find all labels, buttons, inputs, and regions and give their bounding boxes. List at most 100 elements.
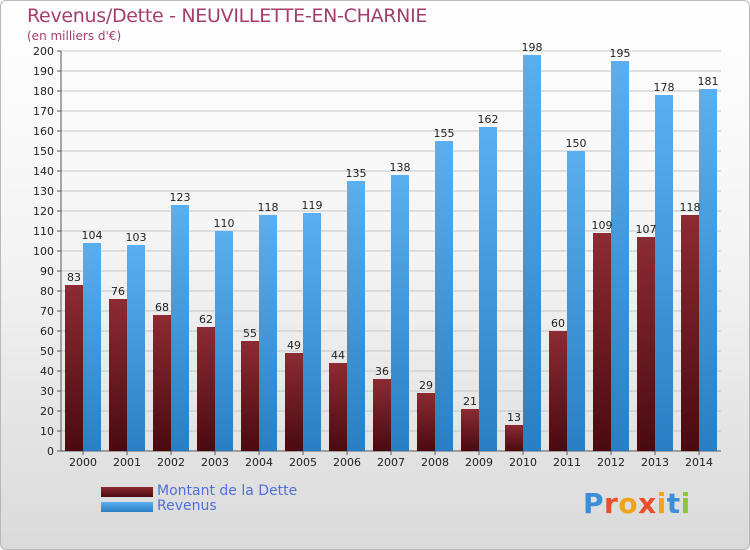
y-tick-label: 0	[47, 445, 54, 458]
bar-revenus	[391, 175, 409, 451]
y-tick-label: 50	[40, 345, 54, 358]
data-label-dette: 49	[287, 339, 301, 352]
x-tick-label: 2009	[465, 456, 493, 469]
data-label-revenus: 123	[170, 191, 191, 204]
legend-swatch-dette	[101, 487, 153, 497]
data-label-dette: 55	[243, 327, 257, 340]
bar-revenus	[215, 231, 233, 451]
y-tick-label: 10	[40, 425, 54, 438]
x-tick-label: 2005	[289, 456, 317, 469]
data-label-revenus: 103	[126, 231, 147, 244]
x-tick-label: 2014	[685, 456, 713, 469]
bar-dette	[549, 331, 567, 451]
y-tick-label: 40	[40, 365, 54, 378]
chart-subtitle: (en milliers d'€)	[27, 29, 122, 43]
y-tick-label: 80	[40, 285, 54, 298]
data-label-dette: 76	[111, 285, 125, 298]
y-tick-label: 90	[40, 265, 54, 278]
data-label-revenus: 198	[522, 41, 543, 54]
bar-dette	[637, 237, 655, 451]
data-label-revenus: 155	[434, 127, 455, 140]
y-tick-label: 190	[33, 65, 54, 78]
bar-dette	[461, 409, 479, 451]
x-tick-label: 2012	[597, 456, 625, 469]
y-tick-label: 100	[33, 245, 54, 258]
y-tick-label: 200	[33, 45, 54, 58]
data-label-revenus: 178	[654, 81, 675, 94]
bar-revenus	[435, 141, 453, 451]
x-tick-label: 2006	[333, 456, 361, 469]
bar-revenus	[611, 61, 629, 451]
bar-revenus	[479, 127, 497, 451]
y-tick-label: 120	[33, 205, 54, 218]
bar-revenus	[83, 243, 101, 451]
legend-swatch-revenus	[101, 502, 153, 512]
x-tick-label: 2002	[157, 456, 185, 469]
x-tick-label: 2000	[69, 456, 97, 469]
x-tick-label: 2001	[113, 456, 141, 469]
x-tick-label: 2010	[509, 456, 537, 469]
y-tick-label: 60	[40, 325, 54, 338]
x-tick-label: 2007	[377, 456, 405, 469]
data-label-dette: 68	[155, 301, 169, 314]
x-tick-label: 2011	[553, 456, 581, 469]
bar-dette	[505, 425, 523, 451]
bar-revenus	[699, 89, 717, 451]
bar-dette	[285, 353, 303, 451]
x-tick-label: 2004	[245, 456, 273, 469]
data-label-revenus: 162	[478, 113, 499, 126]
bar-dette	[241, 341, 259, 451]
data-label-revenus: 150	[566, 137, 587, 150]
y-tick-label: 140	[33, 165, 54, 178]
bar-dette	[109, 299, 127, 451]
bar-dette	[593, 233, 611, 451]
data-label-revenus: 195	[610, 47, 631, 60]
y-tick-label: 30	[40, 385, 54, 398]
y-tick-label: 160	[33, 125, 54, 138]
bar-revenus	[171, 205, 189, 451]
x-tick-label: 2008	[421, 456, 449, 469]
bar-dette	[417, 393, 435, 451]
y-tick-label: 70	[40, 305, 54, 318]
x-tick-label: 2013	[641, 456, 669, 469]
data-label-revenus: 135	[346, 167, 367, 180]
data-label-dette: 109	[592, 219, 613, 232]
data-label-dette: 107	[636, 223, 657, 236]
bar-dette	[153, 315, 171, 451]
bar-dette	[329, 363, 347, 451]
data-label-dette: 21	[463, 395, 477, 408]
bar-dette	[197, 327, 215, 451]
bar-revenus	[303, 213, 321, 451]
data-label-revenus: 138	[390, 161, 411, 174]
data-label-dette: 60	[551, 317, 565, 330]
proxiti-logo: Proxiti	[583, 487, 691, 520]
bar-dette	[373, 379, 391, 451]
data-label-dette: 44	[331, 349, 345, 362]
bar-revenus	[523, 55, 541, 451]
data-label-revenus: 181	[698, 75, 719, 88]
y-tick-label: 170	[33, 105, 54, 118]
y-tick-label: 110	[33, 225, 54, 238]
data-label-dette: 29	[419, 379, 433, 392]
bar-revenus	[655, 95, 673, 451]
data-label-dette: 13	[507, 411, 521, 424]
y-tick-label: 180	[33, 85, 54, 98]
data-label-dette: 83	[67, 271, 81, 284]
data-label-dette: 118	[680, 201, 701, 214]
legend-label-revenus: Revenus	[157, 498, 217, 514]
chart-title: Revenus/Dette - NEUVILLETTE-EN-CHARNIE	[27, 5, 428, 27]
legend-label-dette: Montant de la Dette	[157, 483, 298, 499]
y-tick-label: 150	[33, 145, 54, 158]
bar-dette	[681, 215, 699, 451]
bar-dette	[65, 285, 83, 451]
y-tick-label: 20	[40, 405, 54, 418]
data-label-revenus: 118	[258, 201, 279, 214]
bar-revenus	[347, 181, 365, 451]
data-label-revenus: 110	[214, 217, 235, 230]
bar-revenus	[259, 215, 277, 451]
bar-revenus	[127, 245, 145, 451]
data-label-revenus: 104	[82, 229, 103, 242]
data-label-revenus: 119	[302, 199, 323, 212]
